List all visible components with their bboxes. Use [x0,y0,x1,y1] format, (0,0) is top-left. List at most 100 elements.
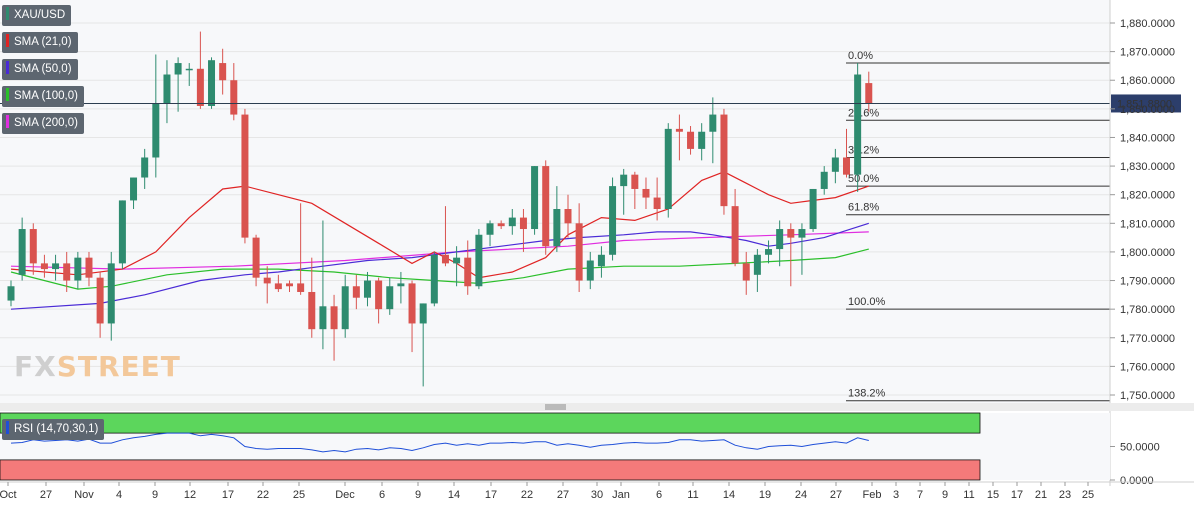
sma200-swatch [6,115,9,128]
candle-57 [642,177,650,209]
x-tick-label: 27 [557,489,569,501]
candle-76 [854,63,862,192]
candle-body [776,229,784,250]
pane-resize-handle[interactable] [545,404,566,410]
candle-body [40,263,48,270]
candle-12 [141,148,149,189]
candle-body [798,229,806,238]
candle-body [263,277,271,284]
candle-body [208,60,216,106]
candle-9 [107,251,115,341]
symbol-legend[interactable]: XAU/USD [2,5,72,26]
candle-body [74,257,82,281]
x-tick-label: 6 [656,489,662,501]
fxstreet-watermark: FXSTREET [14,350,181,383]
candle-0 [7,280,15,307]
y-tick-label: 1,870.0000 [1120,47,1175,59]
candle-body [363,280,371,298]
candle-body [831,157,839,172]
candle-22 [252,234,260,287]
x-tick-label: Dec [335,489,355,501]
candle-21 [241,108,249,244]
candle-75 [843,128,850,178]
candle-body [52,263,60,270]
rsi-line [10,432,869,453]
candle-body [865,83,873,104]
candle-body [753,254,761,275]
rsi-legend[interactable]: RSI (14,70,30,1) [2,419,105,440]
x-tick-label: 25 [1082,489,1094,501]
candle-2 [29,223,37,275]
x-tick-label: 30 [591,489,603,501]
x-tick-label: 17 [485,489,497,501]
candle-body [464,257,472,287]
x-tick-label: 22 [257,489,269,501]
candle-43 [486,220,494,247]
candle-4 [52,254,60,281]
candle-body [820,171,828,189]
candle-body [597,254,605,267]
candle-body [130,177,138,201]
candle-body [286,283,293,287]
candle-8 [96,271,104,338]
sma100-legend[interactable]: SMA (100,0) [2,86,84,107]
candle-5 [63,251,71,292]
candle-body [854,74,862,175]
candle-74 [831,148,839,184]
candle-body [609,186,617,255]
y-tick-label: 1,760.0000 [1120,361,1175,373]
candle-53 [597,246,605,278]
candle-body [330,306,338,330]
candle-60 [675,114,683,161]
candle-body [631,174,639,189]
sma21-legend[interactable]: SMA (21,0) [2,32,78,53]
candle-body [553,209,561,247]
candle-51 [575,203,583,292]
candle-body [219,63,227,81]
candle-1 [18,217,26,281]
candle-body [408,283,416,324]
candle-body [698,131,706,149]
sma200-legend[interactable]: SMA (200,0) [2,113,84,134]
price-axis: 1,880.0000 1,870.0000 1,860.0000 1,850.0000… [1109,0,1175,486]
candle-55 [620,168,628,215]
candle-33 [375,277,383,324]
candle-71 [798,223,806,275]
rsi-y-tick-label: 50.0000 [1120,442,1160,454]
candle-body [675,128,683,132]
rsi-y-tick-label: 0.0000 [1120,475,1154,487]
candle-body [653,197,661,209]
candle-body [274,283,282,290]
candle-body [196,68,204,106]
candle-48 [542,160,550,255]
candle-body [63,263,71,281]
candle-64 [720,108,728,215]
candle-31 [352,274,360,310]
candle-34 [386,277,394,315]
candle-body [386,286,394,310]
candle-47 [531,166,539,235]
sma50-legend[interactable]: SMA (50,0) [2,59,78,80]
sma50-label: SMA (50,0) [14,63,72,75]
candle-body [453,257,461,264]
candle-body [319,306,327,330]
candle-body [742,263,750,281]
candle-19 [219,48,227,95]
candle-body [731,206,739,264]
candle-13 [152,54,160,178]
current-price-label: 1,851.8800 [1117,98,1172,110]
pane-divider[interactable] [0,403,1194,411]
candle-body [843,157,850,175]
candle-body [642,188,650,198]
x-tick-label: 3 [893,489,899,501]
rsi-label: RSI (14,70,30,1) [14,423,99,435]
candle-50 [564,194,572,238]
sma21-label: SMA (21,0) [14,36,72,48]
candle-body [687,131,695,149]
candle-49 [553,186,561,252]
x-tick-label: 23 [1059,489,1071,501]
y-tick-label: 1,770.0000 [1120,333,1175,345]
sma100-label: SMA (100,0) [14,90,78,102]
symbol-swatch [6,7,9,20]
